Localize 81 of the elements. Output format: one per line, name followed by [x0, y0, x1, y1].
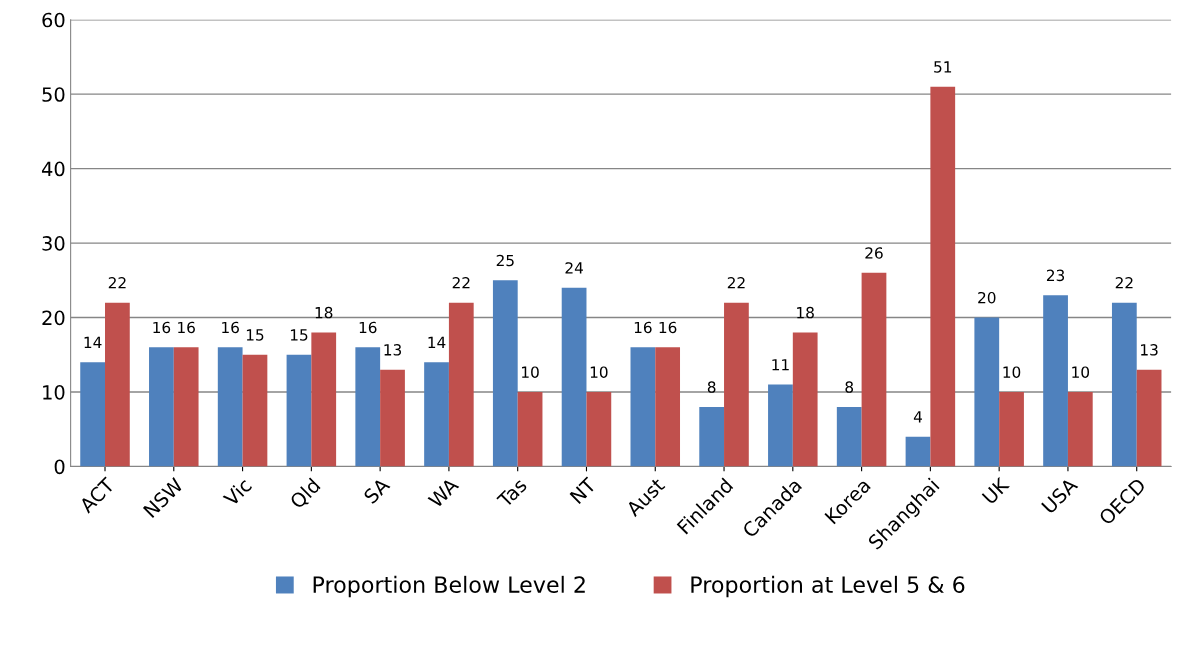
y-tick-label: 50: [42, 87, 65, 102]
bar: [930, 86, 956, 467]
bar: [173, 347, 199, 467]
data-label: 15: [290, 329, 308, 341]
legend-label: Proportion Below Level 2: [313, 575, 585, 598]
data-label: 16: [178, 321, 195, 334]
data-label: 4: [913, 411, 922, 423]
bar: [448, 302, 474, 467]
bar: [149, 347, 174, 467]
x-tick-label: WA: [427, 476, 460, 509]
bar: [1043, 295, 1068, 467]
x-tick-label: Tas: [496, 477, 528, 509]
bar: [286, 354, 312, 467]
y-tick-label: 40: [41, 161, 65, 177]
data-label: 16: [634, 321, 652, 334]
data-label: 16: [359, 321, 377, 334]
data-label: 10: [590, 366, 608, 378]
data-label: 20: [978, 291, 996, 304]
data-label: 10: [1003, 366, 1021, 378]
bar: [517, 392, 543, 467]
bar: [905, 436, 931, 467]
bar: [792, 332, 818, 467]
bar: [586, 392, 612, 467]
data-label: 18: [315, 306, 333, 319]
x-tick-label: Vic: [222, 477, 253, 508]
y-tick-label: 60: [42, 12, 65, 28]
legend-label: Proportion at Level 5 & 6: [691, 575, 965, 598]
data-label: 22: [452, 277, 470, 289]
data-label: 15: [246, 329, 264, 341]
data-label: 51: [934, 61, 952, 73]
bar: [355, 347, 381, 467]
data-label: 23: [1046, 269, 1065, 282]
data-label: 16: [153, 321, 171, 334]
data-label: 14: [428, 336, 446, 348]
bar: [1067, 392, 1093, 467]
bar: [836, 406, 862, 467]
y-tick-label: 30: [42, 236, 65, 251]
data-label: 22: [727, 277, 745, 289]
bar: [768, 384, 793, 467]
y-tick-label: 20: [42, 310, 65, 326]
bar: [999, 392, 1024, 467]
bar: [655, 347, 681, 467]
data-label: 26: [865, 247, 883, 259]
data-label: 10: [522, 366, 539, 378]
x-tick-label: UK: [981, 476, 1011, 505]
data-label: 25: [496, 254, 514, 267]
data-label: 13: [1141, 344, 1158, 356]
bar: [311, 332, 337, 467]
bar: [561, 287, 587, 467]
bar: [217, 347, 243, 467]
data-label: 18: [797, 306, 814, 319]
data-label: 16: [659, 321, 677, 334]
data-label: 10: [1072, 366, 1090, 378]
bar: [1111, 302, 1137, 467]
x-tick-label: NT: [569, 476, 597, 504]
bar: [105, 302, 130, 467]
data-label: 11: [772, 359, 789, 371]
bar: [1136, 369, 1162, 467]
data-label: 22: [1115, 277, 1133, 289]
x-tick-label: SA: [362, 476, 391, 505]
x-tick-label: USA: [1040, 476, 1079, 515]
bar: [424, 362, 449, 467]
data-label: 14: [84, 336, 102, 348]
data-label: 8: [845, 381, 854, 393]
data-label: 13: [384, 344, 402, 356]
y-tick-label: 10: [43, 384, 65, 400]
data-label: 16: [222, 321, 239, 334]
bar: [80, 362, 106, 467]
bar: [861, 272, 887, 467]
bar: [974, 317, 1000, 467]
x-tick-label: Qld: [288, 477, 323, 512]
bar: [699, 406, 725, 467]
y-tick-label: 0: [54, 459, 65, 475]
data-label: 24: [565, 262, 583, 274]
bar: [630, 347, 656, 467]
data-label: 22: [108, 277, 126, 289]
bar: [724, 302, 749, 467]
bar: [492, 280, 518, 467]
bar: [380, 369, 405, 467]
bar: [242, 354, 268, 467]
data-label: 8: [707, 381, 716, 393]
